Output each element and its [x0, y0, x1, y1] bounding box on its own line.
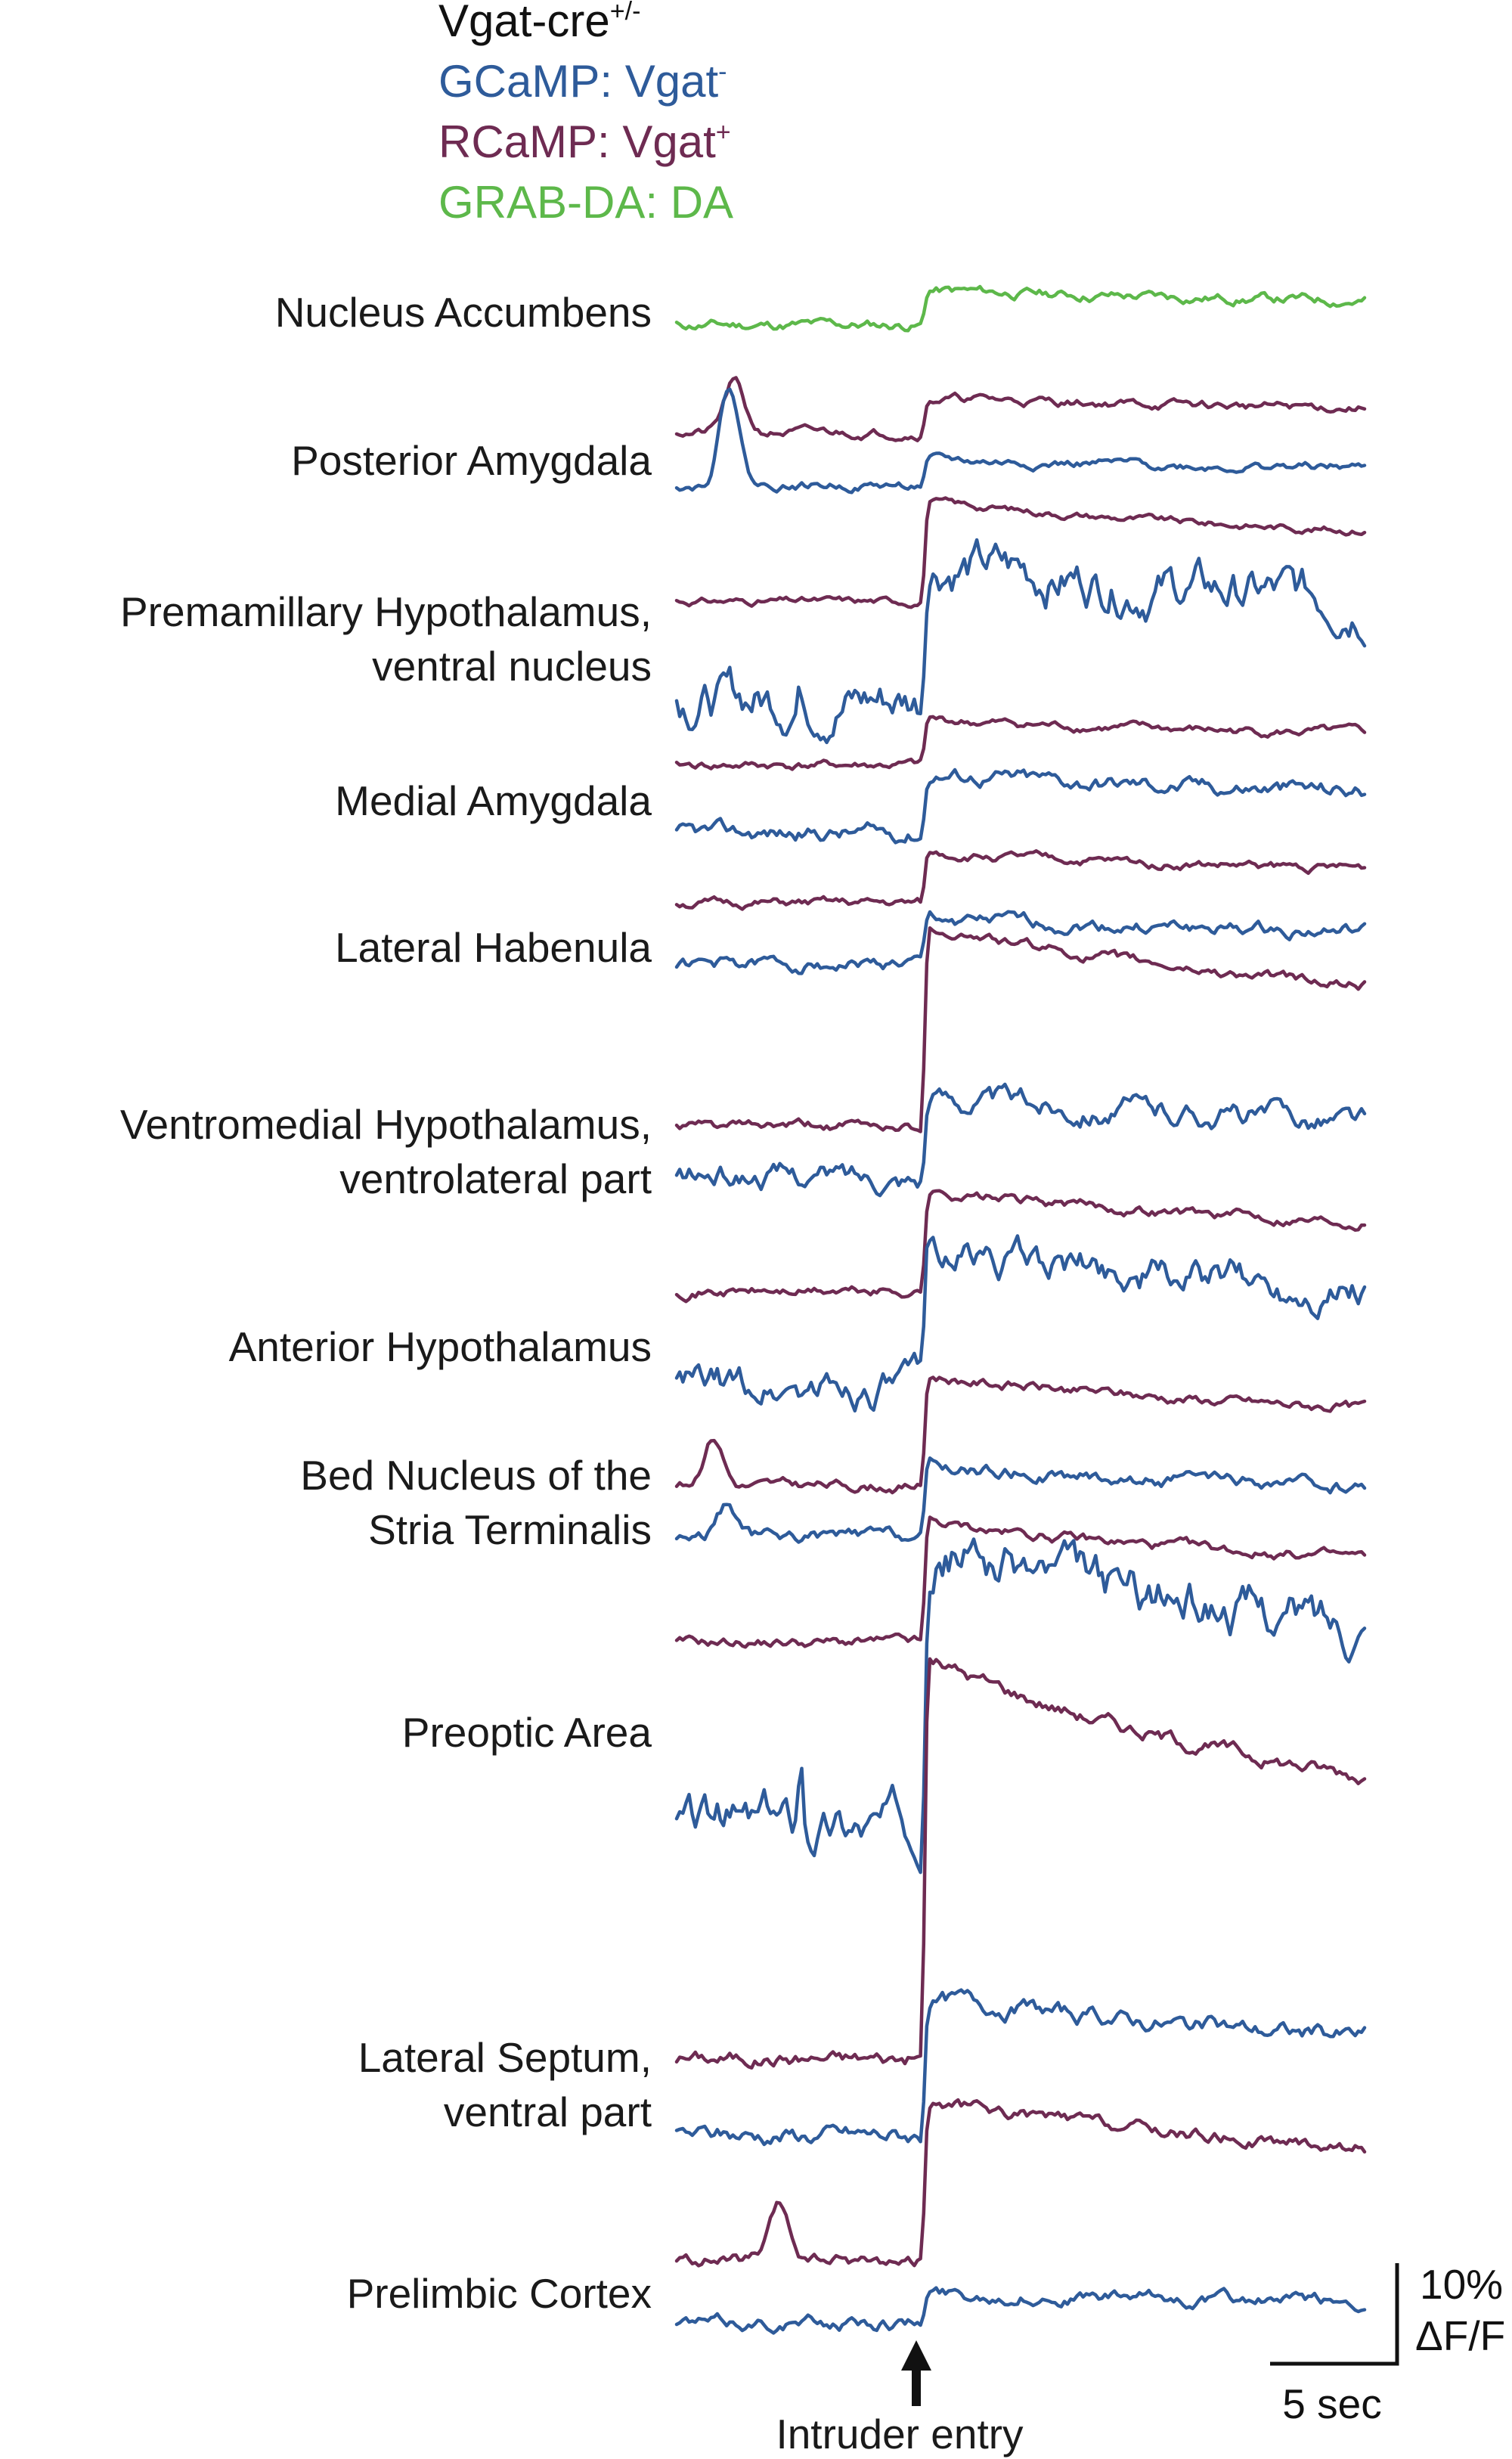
trace-rcamp-8 — [674, 1515, 1367, 1649]
legend-grab-da: GRAB-DA: DA — [438, 177, 733, 228]
trace-gcamp-3 — [674, 767, 1367, 845]
trace-gcamp-2 — [674, 538, 1367, 745]
trace-gcamp-6 — [674, 1234, 1367, 1413]
region-label: Bed Nucleus of the — [300, 1452, 652, 1499]
trace-gcamp-9 — [674, 1988, 1367, 2147]
legend-rcamp: RCaMP: Vgat+ — [438, 116, 731, 167]
trace-grab_da-0 — [674, 284, 1367, 333]
region-labels: Nucleus Accumbens Posterior Amygdala Pre… — [120, 289, 652, 2317]
trace-gcamp-5 — [674, 1082, 1367, 1198]
trace-rcamp-5 — [674, 926, 1367, 1133]
trace-rcamp-7 — [674, 1375, 1367, 1495]
trace-rcamp-4 — [674, 849, 1367, 911]
scale-bar-lines — [1270, 2263, 1399, 2366]
region-label: Lateral Habenula — [335, 924, 652, 971]
intruder-entry-label: Intruder entry — [776, 2411, 1024, 2457]
region-label: ventral part — [444, 2088, 652, 2135]
region-label: Stria Terminalis — [368, 1506, 652, 1553]
region-label: Prelimbic Cortex — [347, 2270, 652, 2317]
trace-rcamp-9 — [674, 1657, 1367, 2070]
up-arrow-icon — [901, 2340, 931, 2406]
region-label: Premamillary Hypothalamus, — [120, 588, 652, 635]
region-label: Ventromedial Hypothalamus, — [120, 1101, 652, 1148]
legend-gcamp-sup: - — [718, 57, 727, 86]
trace-rcamp-1 — [674, 376, 1367, 442]
region-label: ventrolateral part — [339, 1155, 652, 1202]
legend-genotype-sup: +/- — [610, 0, 641, 26]
legend: Vgat-cre+/- GCaMP: Vgat- RCaMP: Vgat+ GR… — [438, 0, 733, 228]
region-label: Medial Amygdala — [335, 777, 652, 824]
scale-bar-amplitude-percent: 10% — [1420, 2261, 1503, 2308]
scale-bar-amplitude-unit: ΔF/F — [1415, 2312, 1505, 2359]
legend-rcamp-sup: + — [716, 118, 731, 147]
trace-rcamp-10 — [674, 2098, 1367, 2268]
trace-gcamp-4 — [674, 910, 1367, 975]
trace-gcamp-7 — [674, 1456, 1367, 1544]
scale-bar: 10% ΔF/F 5 sec — [1270, 2261, 1505, 2427]
region-label: ventral nucleus — [372, 643, 652, 690]
region-label: Posterior Amygdala — [291, 437, 652, 484]
legend-genotype: Vgat-cre+/- — [438, 0, 640, 46]
trace-gcamp-10 — [674, 2286, 1367, 2335]
scale-bar-time-label: 5 sec — [1282, 2380, 1381, 2427]
region-label: Lateral Septum, — [358, 2034, 652, 2081]
region-label: Anterior Hypothalamus — [229, 1323, 652, 1370]
trace-gcamp-1 — [674, 387, 1367, 495]
region-label: Nucleus Accumbens — [275, 289, 652, 336]
legend-gcamp: GCaMP: Vgat- — [438, 56, 727, 107]
trace-rcamp-6 — [674, 1189, 1367, 1304]
trace-rcamp-2 — [674, 496, 1367, 609]
traces — [674, 284, 1367, 2335]
trace-rcamp-3 — [674, 715, 1367, 771]
intruder-entry-marker: Intruder entry — [776, 2340, 1024, 2457]
trace-gcamp-8 — [674, 1537, 1367, 1874]
region-label: Preoptic Area — [402, 1709, 652, 1756]
